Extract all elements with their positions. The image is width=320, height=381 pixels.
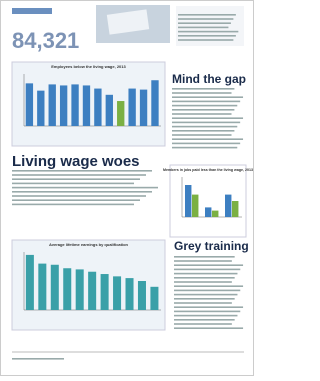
chart-title: Members in jobs paid less than the livin… — [163, 168, 253, 172]
bar — [83, 85, 90, 126]
text-line — [174, 281, 232, 283]
text-line — [12, 358, 64, 360]
text-line — [174, 290, 240, 292]
bar — [113, 276, 121, 310]
text-line — [174, 315, 237, 317]
text-line — [178, 35, 236, 37]
bar — [225, 195, 231, 217]
bar — [205, 207, 211, 217]
headline: 84,321 — [12, 28, 79, 53]
bar — [126, 278, 134, 310]
text-line — [172, 130, 234, 132]
text-line — [178, 14, 236, 16]
bar — [150, 287, 158, 310]
text-line — [172, 147, 237, 149]
text-line — [174, 260, 232, 262]
heading: Grey training — [174, 239, 249, 253]
text-line — [172, 96, 243, 98]
bar — [151, 80, 158, 126]
bar — [76, 269, 84, 310]
text-line — [178, 27, 228, 29]
bar — [38, 264, 46, 310]
heading: Mind the gap — [172, 72, 246, 86]
chart-title: Average lifetime earnings by qualificati… — [49, 242, 129, 247]
text-line — [12, 204, 134, 206]
text-line — [12, 170, 152, 172]
bar — [212, 211, 218, 217]
text-line — [12, 191, 152, 193]
text-line — [12, 199, 140, 201]
text-line — [174, 269, 240, 271]
text-line — [12, 187, 158, 189]
bar — [88, 272, 96, 310]
text-line — [178, 31, 238, 33]
text-line — [172, 138, 243, 140]
text-line — [174, 323, 232, 325]
bar — [37, 91, 44, 126]
text-line — [174, 311, 240, 313]
text-line — [12, 183, 134, 185]
text-line — [12, 174, 146, 176]
text-line — [174, 256, 235, 258]
text-line — [172, 101, 240, 103]
text-line — [172, 92, 232, 94]
bar — [94, 89, 101, 126]
text-line — [178, 22, 231, 24]
bar — [71, 84, 78, 126]
bar — [192, 195, 198, 217]
text-line — [174, 319, 235, 321]
bar — [232, 201, 238, 217]
page: 84,321 Mind the gap Living wage woes Gre… — [0, 0, 254, 376]
text-line — [174, 264, 243, 266]
bar — [106, 95, 113, 126]
bar — [185, 185, 191, 217]
text-line — [172, 126, 237, 128]
text-line — [172, 105, 237, 107]
text-line — [178, 18, 233, 20]
text-line — [174, 294, 237, 296]
bar — [128, 89, 135, 126]
text-line — [174, 327, 243, 329]
bar — [26, 83, 33, 126]
text-line — [12, 195, 146, 197]
text-line — [174, 277, 235, 279]
bar — [101, 274, 109, 310]
bar — [51, 265, 59, 310]
text-line — [12, 178, 140, 180]
text-line — [174, 285, 243, 287]
text-line — [172, 88, 234, 90]
text-line — [172, 134, 232, 136]
section-tag — [12, 8, 52, 14]
bar — [117, 101, 124, 126]
bar — [138, 281, 146, 310]
heading: Living wage woes — [12, 153, 140, 170]
text-line — [172, 117, 243, 119]
text-line — [174, 302, 232, 304]
text-line — [172, 143, 240, 145]
text-line — [174, 273, 237, 275]
bar — [63, 268, 71, 310]
bar — [140, 90, 147, 126]
bar — [49, 84, 56, 126]
text-line — [178, 39, 233, 41]
text-line — [174, 298, 235, 300]
text-line — [172, 122, 240, 124]
text-line — [172, 109, 234, 111]
chart-title: Employees below the living wage, 2013 — [51, 64, 126, 69]
bar — [60, 85, 67, 126]
text-line — [174, 306, 243, 308]
text-line — [172, 113, 232, 115]
bar — [26, 255, 34, 310]
